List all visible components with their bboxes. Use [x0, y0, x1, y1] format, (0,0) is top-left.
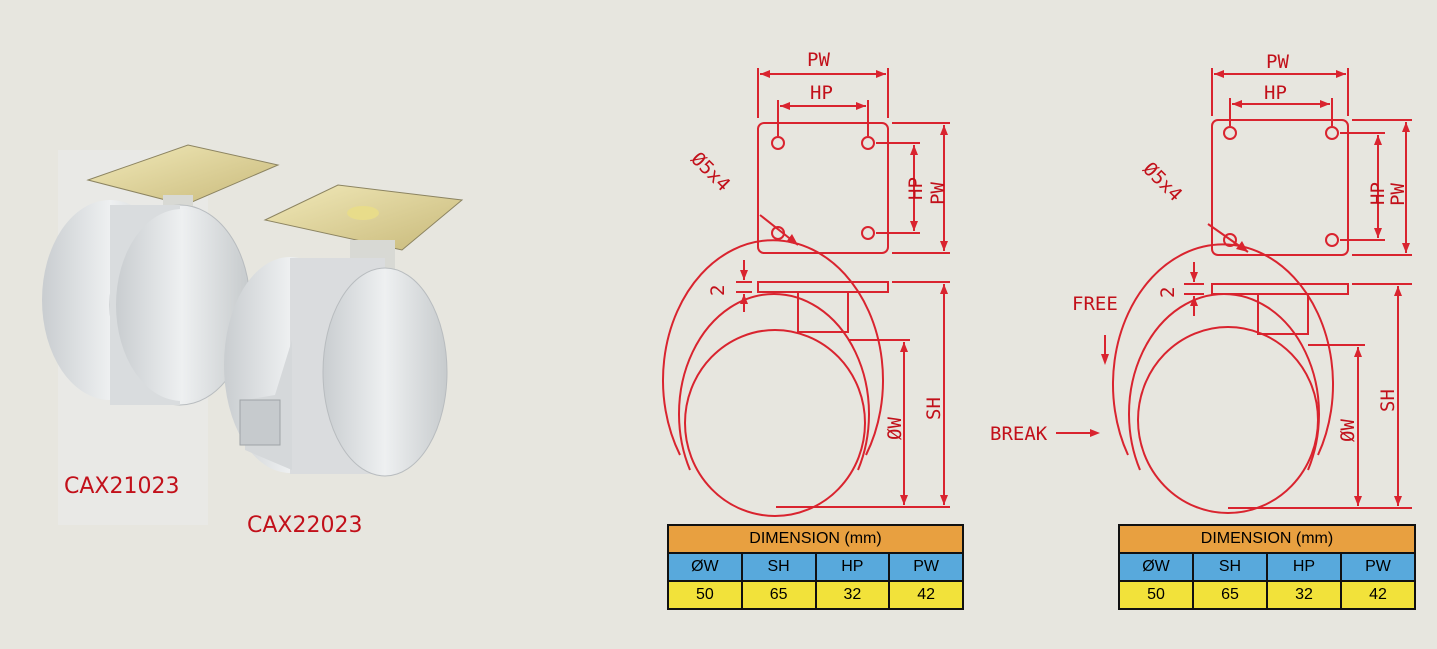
- value-wheel-diameter: 50: [667, 580, 743, 610]
- hole-label: Ø5x4: [686, 148, 734, 196]
- hole-label-right: Ø5x4: [1138, 158, 1186, 206]
- thickness-label-right: 2: [1157, 287, 1179, 298]
- pw-vertical-label: PW: [927, 182, 949, 205]
- hp-vertical-label: HP: [905, 177, 927, 200]
- wheel-diameter-label: ØW: [884, 417, 906, 440]
- hp-label: HP: [810, 82, 833, 104]
- value-plate-width: 42: [1340, 580, 1416, 610]
- height-label-right: SH: [1377, 389, 1399, 412]
- product-code-cax21023: CAX21023: [64, 474, 180, 499]
- dimension-header: DIMENSION (mm): [1118, 524, 1416, 554]
- dimension-table-right: DIMENSION (mm) ØW SH HP PW 50 65 32 42: [1118, 524, 1416, 610]
- product-code-cax22023: CAX22023: [247, 513, 363, 538]
- dimension-header: DIMENSION (mm): [667, 524, 964, 554]
- column-hole-pitch: HP: [814, 552, 891, 582]
- free-label: FREE: [1072, 293, 1118, 315]
- dimension-table-left: DIMENSION (mm) ØW SH HP PW 50 65 32 42: [667, 524, 964, 610]
- column-plate-width: PW: [1340, 552, 1416, 582]
- column-wheel-diameter: ØW: [667, 552, 743, 582]
- hp-vertical-label-right: HP: [1367, 182, 1389, 205]
- pw-label-right: PW: [1266, 51, 1289, 73]
- value-hole-pitch: 32: [1266, 580, 1342, 610]
- column-plate-width: PW: [888, 552, 964, 582]
- caster-cax22023-image: [224, 184, 464, 477]
- brake-label: BREAK: [990, 423, 1048, 445]
- column-wheel-diameter: ØW: [1118, 552, 1194, 582]
- caster-photo: [42, 144, 464, 525]
- pw-vertical-label-right: PW: [1387, 183, 1409, 206]
- value-plate-width: 42: [888, 580, 964, 610]
- value-wheel-diameter: 50: [1118, 580, 1194, 610]
- height-label: SH: [923, 397, 945, 420]
- value-hole-pitch: 32: [814, 580, 891, 610]
- technical-drawing-fixed: PW HP Ø5x4 HP PW 2 ØW SH: [662, 49, 950, 517]
- caster-cax21023-image: [42, 144, 280, 406]
- column-hole-pitch: HP: [1266, 552, 1342, 582]
- column-height: SH: [1192, 552, 1268, 582]
- value-height: 65: [740, 580, 817, 610]
- pw-label: PW: [807, 49, 830, 71]
- technical-drawing-brake: PW HP Ø5x4 HP PW 2 ØW SH FREE BREAK: [990, 51, 1412, 514]
- thickness-label: 2: [707, 285, 729, 296]
- column-height: SH: [740, 552, 817, 582]
- wheel-diameter-label-right: ØW: [1337, 419, 1359, 442]
- value-height: 65: [1192, 580, 1268, 610]
- hp-label-right: HP: [1264, 82, 1287, 104]
